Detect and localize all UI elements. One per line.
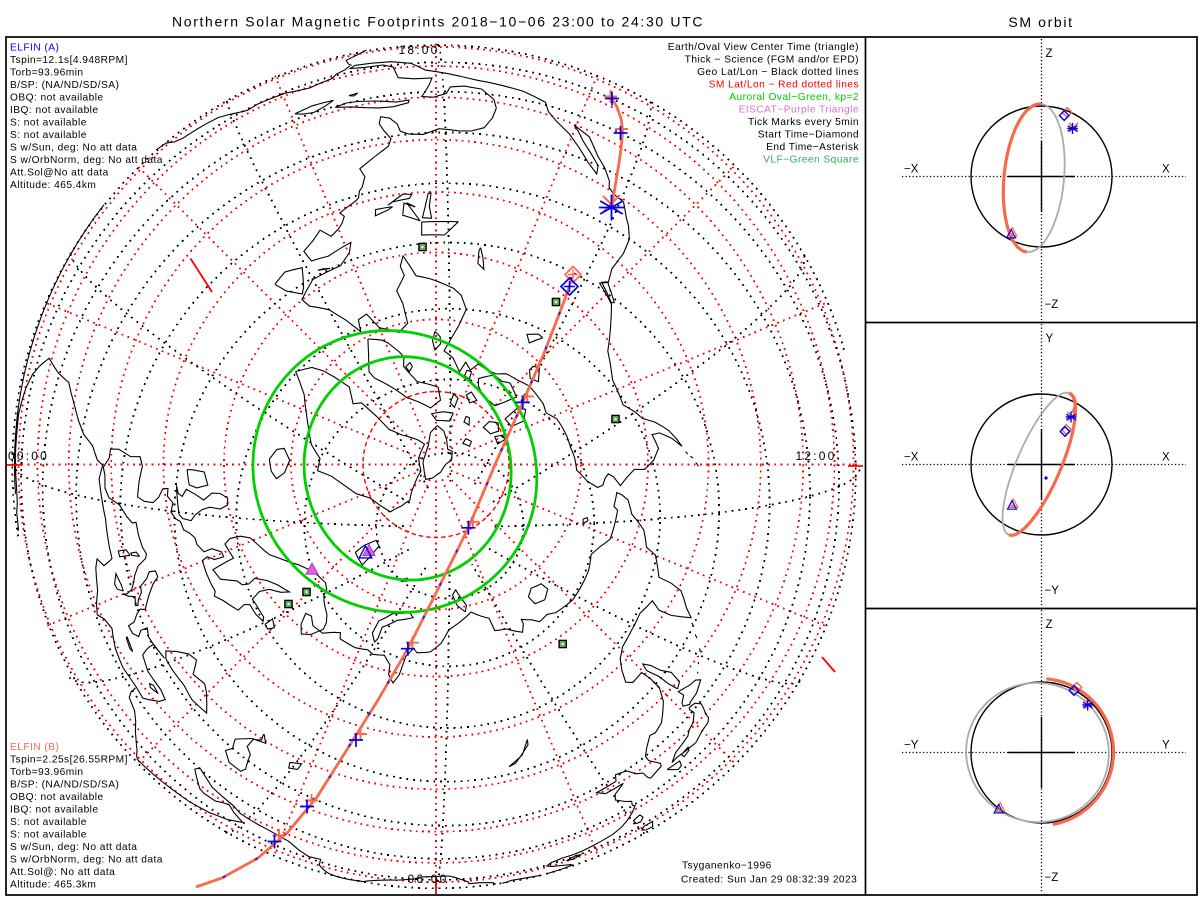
svg-text:Torb=93.96min: Torb=93.96min [10, 68, 84, 79]
svg-text:S: not available: S: not available [10, 130, 87, 141]
svg-text:−X: −X [904, 164, 919, 176]
svg-text:VLF−Green Square: VLF−Green Square [763, 155, 859, 166]
svg-text:06:00: 06:00 [407, 872, 448, 886]
svg-text:S: not available: S: not available [10, 817, 87, 828]
svg-text:Created: Sun Jan 29 08:32:39 2: Created: Sun Jan 29 08:32:39 2023 [681, 875, 857, 886]
svg-text:−Y: −Y [904, 740, 919, 752]
svg-text:S w/Sun, deg: No att data: S w/Sun, deg: No att data [10, 143, 137, 154]
svg-text:Geo Lat/Lon − Black dotted lin: Geo Lat/Lon − Black dotted lines [697, 67, 859, 78]
svg-text:X: X [1162, 164, 1170, 176]
svg-text:X: X [1162, 452, 1170, 464]
svg-text:Z: Z [1046, 48, 1053, 60]
svg-text:S w/Sun, deg: No att data: S w/Sun, deg: No att data [10, 842, 137, 853]
svg-text:Tspin=12.1s[4.948RPM]: Tspin=12.1s[4.948RPM] [10, 55, 128, 66]
svg-text:−X: −X [904, 452, 919, 464]
svg-text:Y: Y [1162, 740, 1170, 752]
svg-text:00:00: 00:00 [8, 449, 49, 463]
svg-text:Att.Sol@: No att data: Att.Sol@: No att data [10, 867, 115, 878]
svg-text:IBQ: not available: IBQ: not available [10, 805, 99, 816]
svg-text:Start Time−Diamond: Start Time−Diamond [758, 130, 859, 141]
svg-text:IBQ: not available: IBQ: not available [10, 105, 99, 116]
svg-text:Tick Marks every 5min: Tick Marks every 5min [748, 117, 859, 128]
svg-text:End Time−Asterisk: End Time−Asterisk [766, 142, 859, 153]
svg-text:−Z: −Z [1045, 872, 1059, 884]
svg-text:S: not available: S: not available [10, 830, 87, 841]
svg-text:S w/OrbNorm, deg: No att data: S w/OrbNorm, deg: No att data [10, 855, 163, 866]
svg-text:Tspin=2.25s[26.55RPM]: Tspin=2.25s[26.55RPM] [10, 755, 128, 766]
svg-text:SM orbit: SM orbit [1008, 14, 1073, 30]
svg-text:12:00: 12:00 [795, 449, 836, 463]
svg-text:Northern Solar Magnetic Footpr: Northern Solar Magnetic Footprints 2018−… [172, 14, 704, 30]
svg-text:OBQ: not available: OBQ: not available [10, 792, 104, 803]
svg-text:S w/OrbNorm, deg: No att data: S w/OrbNorm, deg: No att data [10, 155, 163, 166]
svg-text:Att.Sol@No att data: Att.Sol@No att data [10, 168, 109, 179]
svg-text:S: not available: S: not available [10, 118, 87, 129]
svg-text:ELFIN (A): ELFIN (A) [10, 43, 59, 54]
svg-text:Auroral Oval−Green, kp=2: Auroral Oval−Green, kp=2 [729, 92, 859, 103]
svg-text:EISCAT−Purple Triangle: EISCAT−Purple Triangle [739, 105, 859, 116]
svg-text:Earth/Oval View Center Time (t: Earth/Oval View Center Time (triangle) [668, 42, 859, 53]
svg-text:Tsyganenko−1996: Tsyganenko−1996 [682, 861, 772, 872]
svg-text:SM Lat/Lon − Red dotted lines: SM Lat/Lon − Red dotted lines [709, 80, 859, 91]
svg-text:B/SP: (NA/ND/SD/SA): B/SP: (NA/ND/SD/SA) [10, 780, 119, 791]
svg-text:−Y: −Y [1045, 585, 1060, 597]
svg-text:Altitude: 465.3km: Altitude: 465.3km [10, 880, 96, 891]
svg-text:ELFIN (B): ELFIN (B) [10, 742, 59, 753]
svg-text:Altitude: 465.4km: Altitude: 465.4km [10, 180, 96, 191]
svg-text:Y: Y [1046, 333, 1054, 345]
svg-text:18:00: 18:00 [398, 43, 439, 57]
svg-text:Thick − Science (FGM and/or EP: Thick − Science (FGM and/or EPD) [685, 55, 859, 66]
svg-text:Z: Z [1046, 619, 1053, 631]
svg-text:B/SP: (NA/ND/SD/SA): B/SP: (NA/ND/SD/SA) [10, 80, 119, 91]
svg-text:−Z: −Z [1045, 299, 1059, 311]
svg-text:Torb=93.96min: Torb=93.96min [10, 767, 84, 778]
svg-text:OBQ: not available: OBQ: not available [10, 93, 104, 104]
